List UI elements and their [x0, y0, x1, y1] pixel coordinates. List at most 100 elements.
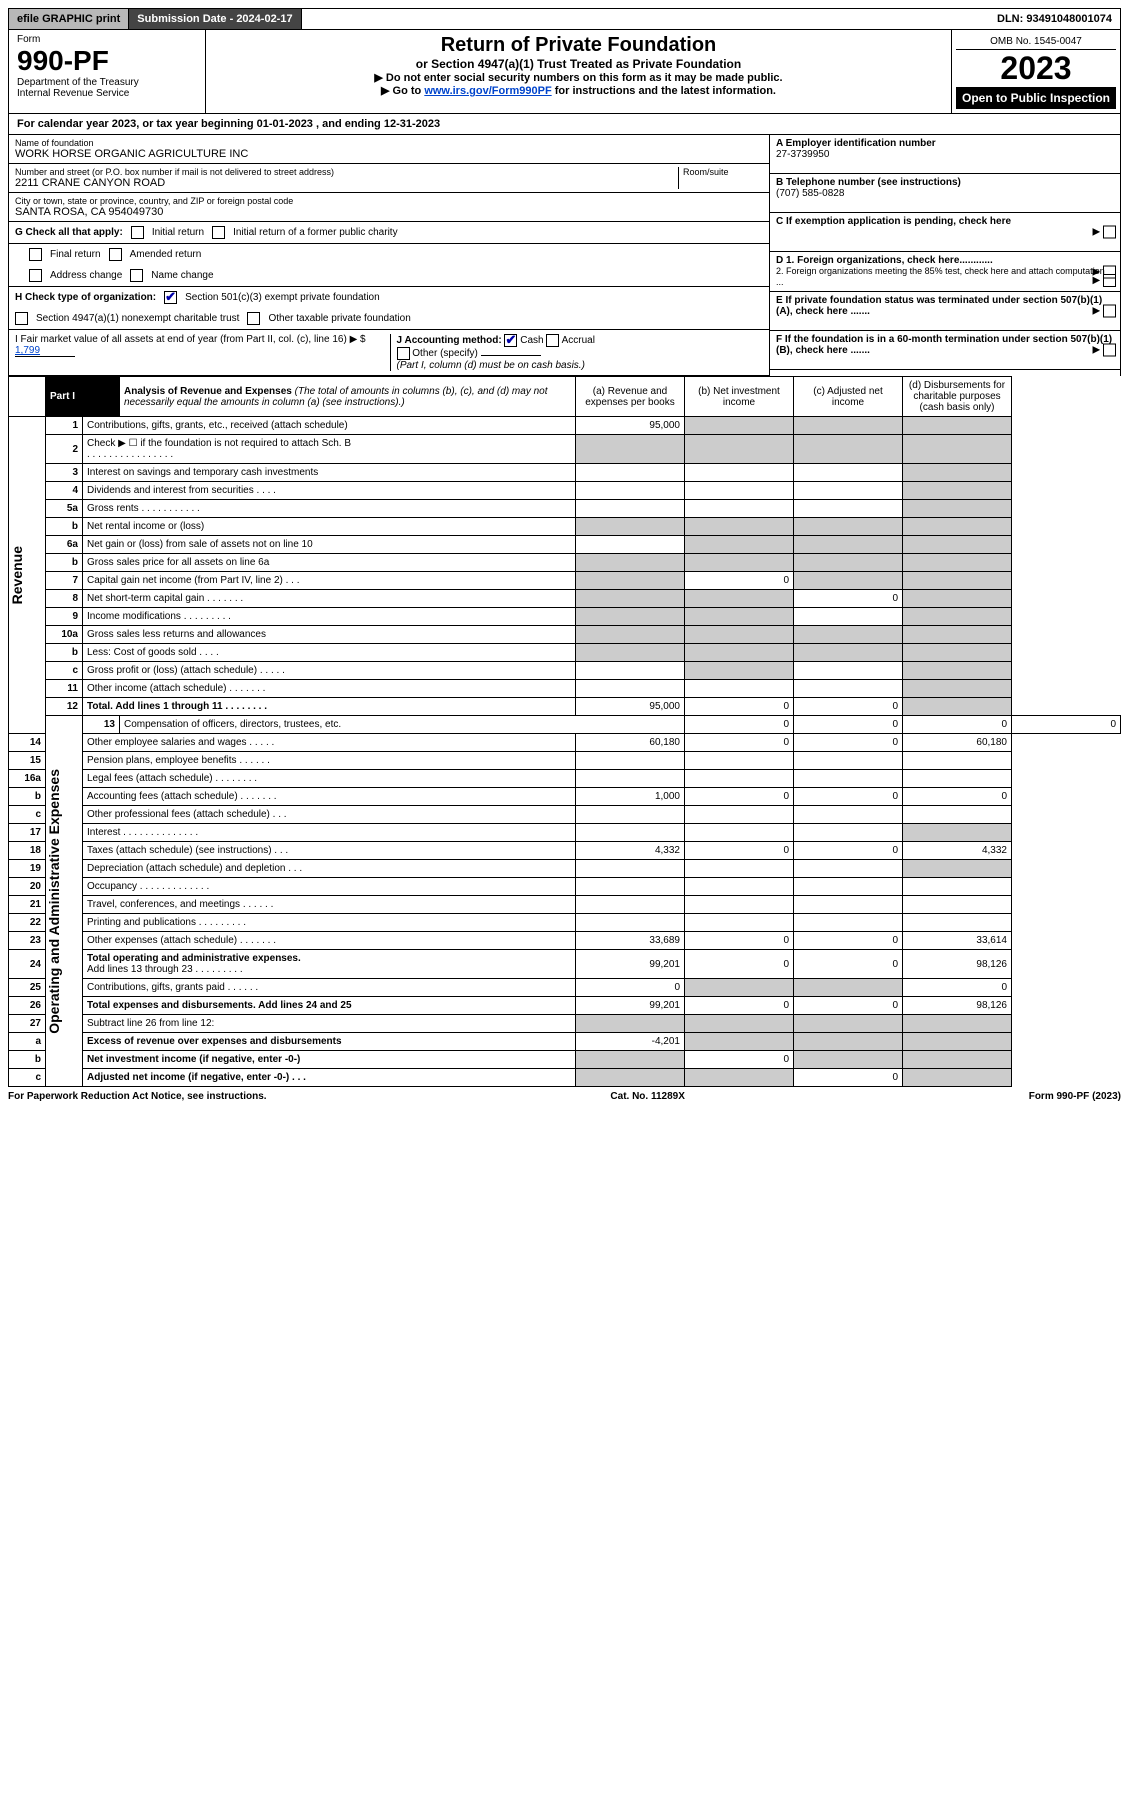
l24-desc: Total operating and administrative expen… [83, 950, 576, 979]
l4-desc: Dividends and interest from securities .… [83, 482, 576, 500]
l16c-desc: Other professional fees (attach schedule… [83, 806, 576, 824]
col-a-header: (a) Revenue and expenses per books [576, 377, 685, 417]
tax-year-row: For calendar year 2023, or tax year begi… [8, 114, 1121, 135]
l14-b: 0 [685, 734, 794, 752]
l22-num: 22 [9, 914, 46, 932]
l27a-num: a [9, 1033, 46, 1051]
4947-checkbox[interactable] [15, 312, 28, 325]
initial-former-checkbox[interactable] [212, 226, 225, 239]
initial-return-checkbox[interactable] [131, 226, 144, 239]
l19-desc: Depreciation (attach schedule) and deple… [83, 860, 576, 878]
g-final: Final return [50, 249, 101, 260]
l5b-desc: Net rental income or (loss) [83, 518, 576, 536]
footer: For Paperwork Reduction Act Notice, see … [8, 1087, 1121, 1106]
h-row2: Section 4947(a)(1) nonexempt charitable … [9, 308, 769, 330]
l18-desc: Taxes (attach schedule) (see instruction… [83, 842, 576, 860]
l5a-desc: Gross rents . . . . . . . . . . . [83, 500, 576, 518]
accrual-checkbox[interactable] [546, 334, 559, 347]
l6b-num: b [46, 554, 83, 572]
other-specify [481, 355, 541, 356]
efile-label: efile GRAPHIC print [9, 9, 129, 29]
l14-c: 0 [794, 734, 903, 752]
goto-suffix: for instructions and the latest informat… [555, 85, 776, 97]
ein-label: A Employer identification number [776, 138, 936, 149]
l26-d: 98,126 [903, 997, 1012, 1015]
ty-prefix: For calendar year 2023, or tax year begi… [17, 118, 257, 130]
e-checkbox[interactable] [1103, 305, 1116, 318]
d2-checkbox[interactable] [1103, 274, 1116, 287]
part1-title: Analysis of Revenue and Expenses [124, 386, 292, 397]
form-title: Return of Private Foundation [214, 34, 943, 57]
l27b-num: b [9, 1051, 46, 1069]
l27b-b: 0 [685, 1051, 794, 1069]
f-checkbox[interactable] [1103, 344, 1116, 357]
c-label: C If exemption application is pending, c… [776, 216, 1011, 227]
ty-mid: , and ending [316, 118, 384, 130]
l27c-num: c [9, 1069, 46, 1087]
final-return-checkbox[interactable] [29, 248, 42, 261]
g-row2: Final return Amended return [9, 244, 769, 265]
address-change-checkbox[interactable] [29, 269, 42, 282]
l13-num: 13 [83, 716, 120, 734]
l16a-desc: Legal fees (attach schedule) . . . . . .… [83, 770, 576, 788]
l21-desc: Travel, conferences, and meetings . . . … [83, 896, 576, 914]
l2-desc: Check ▶ ☐ if the foundation is not requi… [83, 435, 576, 464]
l11-num: 11 [46, 680, 83, 698]
irs-label: Internal Revenue Service [17, 88, 197, 99]
l8-num: 8 [46, 590, 83, 608]
g-initial-former: Initial return of a former public charit… [233, 227, 398, 238]
501c3-checkbox[interactable] [164, 291, 177, 304]
exemption-checkbox[interactable] [1103, 226, 1116, 239]
street: 2211 CRANE CANYON ROAD [15, 177, 678, 189]
l12-b: 0 [685, 698, 794, 716]
l7-desc: Capital gain net income (from Part IV, l… [83, 572, 576, 590]
l27a-desc: Excess of revenue over expenses and disb… [83, 1033, 576, 1051]
h-row: H Check type of organization: Section 50… [9, 287, 769, 308]
l13-d: 0 [1012, 716, 1121, 734]
g-name: Name change [151, 270, 213, 281]
g-address: Address change [50, 270, 122, 281]
h-4947: Section 4947(a)(1) nonexempt charitable … [36, 313, 239, 324]
l27-num: 27 [9, 1015, 46, 1033]
g-label: G Check all that apply: [15, 227, 123, 238]
f-label: F If the foundation is in a 60-month ter… [776, 334, 1112, 356]
l25-a: 0 [576, 979, 685, 997]
j-label: J Accounting method: [397, 335, 502, 346]
l26-num: 26 [9, 997, 46, 1015]
fmv-link[interactable]: 1,799 [15, 345, 75, 357]
l23-num: 23 [9, 932, 46, 950]
city: SANTA ROSA, CA 954049730 [15, 206, 763, 218]
l14-desc: Other employee salaries and wages . . . … [83, 734, 576, 752]
l15-desc: Pension plans, employee benefits . . . .… [83, 752, 576, 770]
amended-return-checkbox[interactable] [109, 248, 122, 261]
name-change-checkbox[interactable] [130, 269, 143, 282]
l18-d: 4,332 [903, 842, 1012, 860]
l16b-num: b [9, 788, 46, 806]
j-accrual: Accrual [562, 335, 595, 346]
l24-c: 0 [794, 950, 903, 979]
cash-checkbox[interactable] [504, 334, 517, 347]
other-taxable-checkbox[interactable] [247, 312, 260, 325]
l17-desc: Interest . . . . . . . . . . . . . . [83, 824, 576, 842]
l10c-desc: Gross profit or (loss) (attach schedule)… [83, 662, 576, 680]
l10b-desc: Less: Cost of goods sold . . . . [83, 644, 576, 662]
l5a-num: 5a [46, 500, 83, 518]
l10a-desc: Gross sales less returns and allowances [83, 626, 576, 644]
goto-prefix: ▶ Go to [381, 85, 424, 97]
l23-desc: Other expenses (attach schedule) . . . .… [83, 932, 576, 950]
room-label: Room/suite [683, 167, 763, 177]
submission-date: Submission Date - 2024-02-17 [129, 9, 301, 29]
dept-label: Department of the Treasury [17, 77, 197, 88]
h-501c3: Section 501(c)(3) exempt private foundat… [185, 292, 380, 303]
footer-left: For Paperwork Reduction Act Notice, see … [8, 1091, 267, 1102]
l10a-num: 10a [46, 626, 83, 644]
l20-desc: Occupancy . . . . . . . . . . . . . [83, 878, 576, 896]
l23-d: 33,614 [903, 932, 1012, 950]
l5b-num: b [46, 518, 83, 536]
l15-num: 15 [9, 752, 46, 770]
other-method-checkbox[interactable] [397, 347, 410, 360]
i-label: I Fair market value of all assets at end… [15, 334, 347, 345]
instructions-link[interactable]: www.irs.gov/Form990PF [424, 85, 551, 97]
part1-table: Part I Analysis of Revenue and Expenses … [8, 376, 1121, 1087]
l16c-num: c [9, 806, 46, 824]
